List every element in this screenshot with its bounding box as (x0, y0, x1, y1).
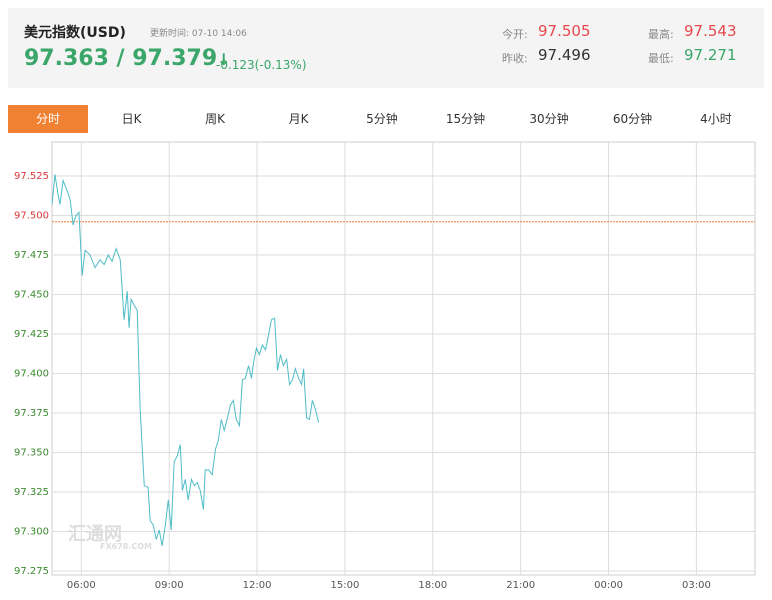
x-tick-label: 06:00 (67, 580, 96, 591)
y-tick-label: 97.475 (14, 250, 49, 261)
x-tick-label: 12:00 (243, 580, 272, 591)
quote-value: 97.496 (538, 46, 591, 64)
tab[interactable]: 60分钟 (612, 112, 653, 126)
title: 美元指数(USD) (24, 25, 126, 41)
chart: 97.275 97.300 97.325 97.350 97.375 97.400 97.4… (14, 141, 756, 591)
quote-value: 97.505 (538, 22, 591, 40)
quote-header: 美元指数(USD) 更新时间: 07-10 14:06 97.363 / 97.… (8, 8, 764, 88)
y-tick-label: 97.400 (14, 369, 49, 380)
y-tick-label: 97.525 (14, 171, 49, 182)
x-tick-label: 18:00 (418, 580, 447, 591)
y-tick-label: 97.500 (14, 210, 49, 221)
price-text: 97.363 / 97.379 (24, 46, 218, 71)
tab[interactable]: 4小时 (700, 112, 732, 126)
price-line (51, 174, 320, 546)
plot-frame (51, 141, 756, 576)
x-tick-label: 15:00 (331, 580, 360, 591)
tab[interactable]: 15分钟 (445, 112, 486, 126)
change: -0.123(-0.13%) (216, 58, 307, 72)
x-tick-label: 09:00 (155, 580, 184, 591)
y-tick-label: 97.325 (14, 487, 49, 498)
tab[interactable]: 月K (288, 112, 309, 126)
y-tick-label: 97.350 (14, 448, 49, 459)
x-tick-label: 03:00 (682, 580, 711, 591)
x-tick-label: 00:00 (594, 580, 623, 591)
quote-value: 97.543 (684, 22, 737, 40)
quote-label: 最低: (648, 52, 674, 65)
y-tick-label: 97.450 (14, 289, 49, 300)
quote-label: 昨收: (502, 52, 528, 65)
tab[interactable]: 日K (121, 112, 142, 126)
quote-label: 最高: (648, 28, 674, 41)
y-tick-label: 97.300 (14, 527, 49, 538)
watermark-site: FX678.COM (100, 542, 153, 551)
tab-bar: 分时 日K 周K 月K 5分钟 15分钟 30分钟 60分钟 4小时 (8, 105, 764, 133)
arrow: ↓ (217, 50, 231, 69)
tab[interactable]: 分时 (8, 105, 88, 133)
x-tick-label: 21:00 (506, 580, 535, 591)
tab[interactable]: 周K (205, 112, 225, 126)
price: 97.363 / 97.379↓ (24, 46, 231, 71)
update-time: 更新时间: 07-10 14:06 (150, 29, 247, 39)
tab[interactable]: 30分钟 (529, 112, 569, 126)
tab[interactable]: 5分钟 (366, 112, 398, 126)
quote-label: 今开: (502, 28, 528, 41)
quote-value: 97.271 (684, 46, 737, 64)
y-tick-label: 97.275 (14, 566, 49, 577)
y-tick-label: 97.375 (14, 408, 49, 419)
y-tick-label: 97.425 (14, 329, 49, 340)
